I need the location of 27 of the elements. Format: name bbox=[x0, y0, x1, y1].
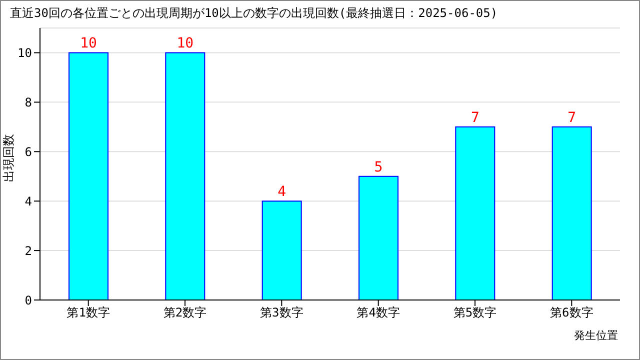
bar bbox=[552, 126, 592, 300]
y-tick-label: 4 bbox=[24, 194, 32, 208]
bar bbox=[358, 176, 398, 300]
y-tick-label: 2 bbox=[24, 244, 32, 258]
y-tick-label: 10 bbox=[18, 46, 32, 60]
bar bbox=[455, 126, 496, 300]
data-label: 10 bbox=[176, 36, 194, 52]
x-tick-label: 第2数字 bbox=[163, 306, 207, 320]
data-label: 4 bbox=[278, 184, 286, 200]
bar bbox=[68, 52, 108, 300]
y-tick-label: 8 bbox=[24, 95, 32, 110]
bar bbox=[165, 52, 206, 300]
data-label: 7 bbox=[568, 110, 576, 126]
x-tick-label: 第1数字 bbox=[66, 306, 110, 320]
chart-title: 直近30回の各位置ごとの出現周期が10以上の数字の出現回数(最終抽選日：2025-06-05) bbox=[10, 5, 498, 22]
data-label: 7 bbox=[470, 110, 480, 126]
x-tick-label: 第3数字 bbox=[260, 306, 304, 320]
x-tick-label: 第5数字 bbox=[453, 306, 497, 320]
y-tick-label: 6 bbox=[24, 144, 32, 159]
bar bbox=[262, 200, 302, 300]
data-label: 10 bbox=[80, 36, 97, 52]
x-tick-label: 第4数字 bbox=[356, 306, 400, 320]
data-label: 5 bbox=[374, 159, 383, 176]
x-axis-title: 発生位置 bbox=[574, 328, 618, 343]
x-tick-label: 第6数字 bbox=[550, 306, 594, 320]
y-tick-label: 0 bbox=[24, 293, 32, 308]
y-axis-title: 出現回数 bbox=[0, 134, 16, 182]
